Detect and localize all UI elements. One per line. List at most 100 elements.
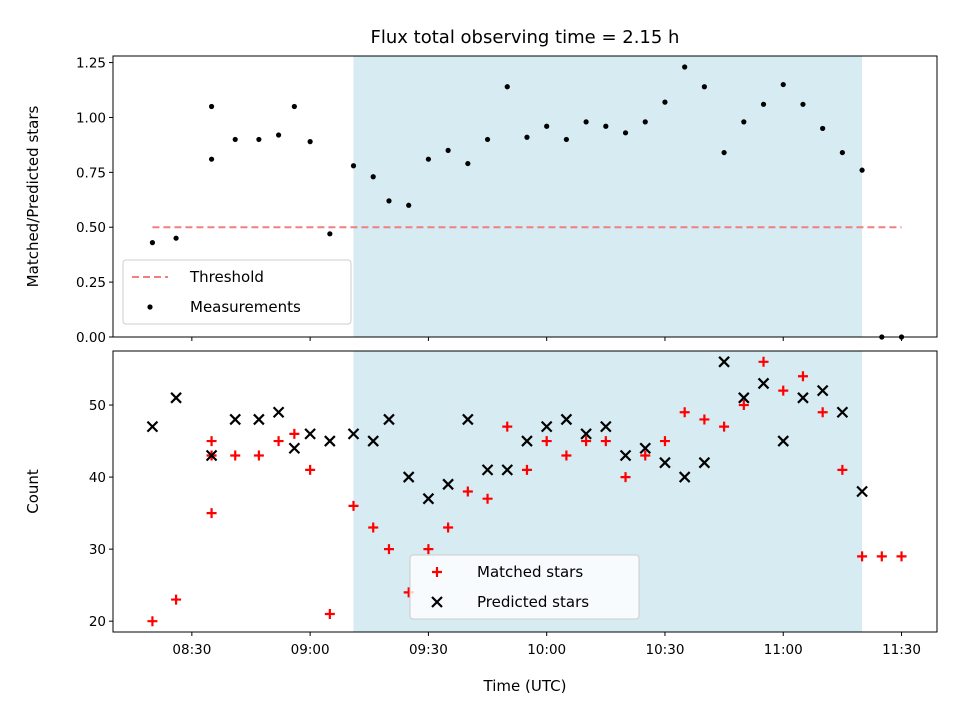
- x-tick-label: 11:30: [882, 642, 921, 658]
- data-point: [777, 435, 790, 447]
- data-point: [504, 84, 510, 90]
- data-point: [718, 356, 730, 368]
- data-point: [481, 464, 494, 476]
- data-point: [502, 421, 513, 432]
- data-point: [521, 464, 532, 475]
- data-point: [659, 436, 670, 447]
- x-tick-label: 10:30: [646, 642, 685, 658]
- data-point: [816, 384, 829, 397]
- data-point: [662, 99, 668, 105]
- data-point: [581, 436, 592, 447]
- data-point: [253, 450, 264, 461]
- legend-marker: [432, 567, 442, 577]
- data-point: [859, 167, 865, 173]
- data-point: [857, 551, 868, 562]
- data-point: [856, 485, 868, 498]
- y-tick-label: 0.00: [76, 330, 106, 346]
- data-point: [425, 156, 432, 162]
- series-measurements: [149, 64, 905, 340]
- data-point: [758, 356, 769, 367]
- data-point: [719, 421, 730, 432]
- data-point: [288, 442, 301, 455]
- data-point: [619, 449, 632, 462]
- data-point: [639, 442, 652, 455]
- legend: Matched stars Predicted stars: [409, 554, 640, 620]
- data-point: [229, 413, 241, 426]
- data-point: [620, 472, 631, 483]
- data-point: [291, 103, 297, 110]
- data-point: [307, 139, 313, 145]
- data-point: [406, 202, 412, 208]
- y-tick-label: 0.50: [76, 220, 106, 236]
- data-point: [273, 436, 284, 447]
- data-point: [699, 414, 710, 425]
- observing-interval-shade: [353, 56, 863, 337]
- data-point: [149, 240, 156, 246]
- data-point: [797, 371, 808, 382]
- y-axis-label: Matched/Predicted stars: [24, 106, 42, 288]
- data-point: [442, 478, 454, 491]
- data-point: [324, 435, 336, 447]
- axes-frame: [112, 55, 938, 338]
- data-point: [348, 500, 359, 511]
- legend-label: Matched stars: [477, 563, 583, 581]
- x-axis-label: Time (UTC): [483, 677, 567, 695]
- data-point: [780, 81, 786, 88]
- data-point: [402, 471, 415, 483]
- data-point: [422, 492, 435, 505]
- data-point: [347, 428, 360, 440]
- data-point: [147, 616, 158, 627]
- data-point: [721, 149, 727, 156]
- legend-box: [122, 259, 352, 325]
- data-point: [540, 420, 553, 433]
- x-tick-label: 10:00: [527, 642, 566, 658]
- data-point: [367, 435, 379, 447]
- data-point: [289, 428, 300, 439]
- data-point: [324, 608, 335, 619]
- data-point: [368, 522, 379, 533]
- data-point: [383, 413, 395, 426]
- data-point: [698, 456, 711, 469]
- y-tick-label: 30: [89, 542, 106, 558]
- y-tick-label: 40: [89, 470, 106, 486]
- data-point: [678, 471, 691, 483]
- data-point: [501, 464, 514, 476]
- data-point: [370, 174, 376, 180]
- data-point: [738, 400, 749, 411]
- data-point: [603, 123, 609, 129]
- data-point: [544, 123, 550, 129]
- data-point: [797, 392, 809, 404]
- data-point: [778, 385, 789, 396]
- series-matched-stars: [147, 356, 907, 627]
- data-point: [738, 392, 750, 404]
- data-point: [256, 136, 262, 143]
- data-point: [839, 149, 845, 156]
- top-panel: 0.00 0.25 0.50 0.75 1.00 1.25 Matched/Predicte…: [24, 55, 938, 346]
- data-point: [800, 101, 806, 107]
- data-point: [208, 103, 215, 110]
- data-point: [561, 450, 572, 461]
- data-point: [896, 551, 907, 562]
- data-point: [173, 235, 179, 241]
- data-point: [253, 413, 265, 426]
- y-tick-label: 1.25: [76, 56, 106, 72]
- y-tick-label: 20: [89, 614, 106, 630]
- data-point: [484, 136, 491, 143]
- y-axis-label: Count: [24, 469, 42, 514]
- data-point: [275, 132, 282, 138]
- data-point: [465, 160, 471, 167]
- data-point: [445, 147, 451, 153]
- data-point: [230, 450, 241, 461]
- legend-marker: [431, 596, 443, 608]
- data-point: [760, 101, 767, 107]
- data-point: [171, 594, 182, 605]
- data-point: [521, 435, 533, 447]
- legend-label: Predicted stars: [477, 593, 589, 611]
- legend-label: Measurements: [190, 298, 301, 316]
- data-point: [462, 413, 474, 426]
- data-point: [642, 119, 648, 125]
- data-point: [560, 413, 573, 426]
- data-point: [482, 493, 493, 504]
- series-predicted-stars: [146, 356, 868, 505]
